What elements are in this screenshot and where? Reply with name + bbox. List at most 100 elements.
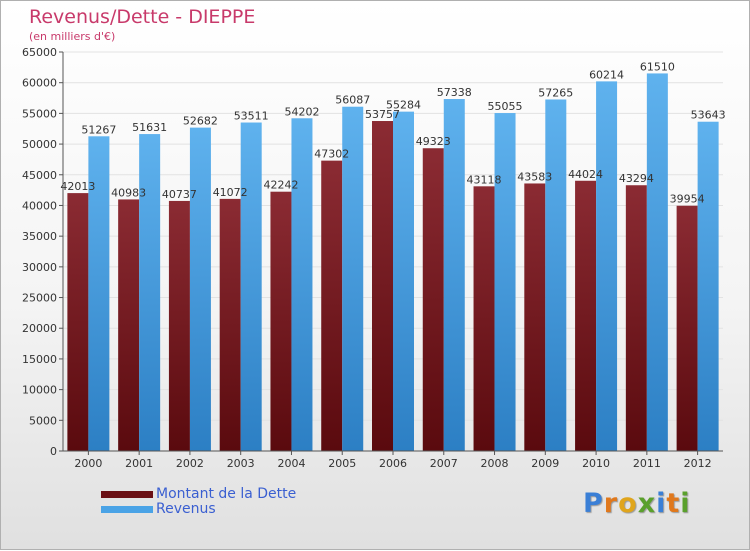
y-tick-label: 30000	[22, 261, 57, 274]
bar-debt	[575, 180, 597, 451]
bar-revenus	[697, 121, 719, 451]
x-tick-label: 2012	[684, 457, 712, 470]
bar-debt	[372, 121, 393, 452]
y-tick-label: 60000	[22, 77, 57, 90]
x-tick-label: 2004	[277, 457, 305, 470]
bar-revenus-label: 57265	[538, 86, 573, 99]
bar-revenus-label: 60214	[589, 68, 624, 81]
bar-revenus-label: 53511	[234, 110, 269, 123]
bar-debt-label: 44024	[568, 168, 603, 181]
bar-revenus-label: 54202	[284, 105, 319, 118]
bar-revenus-label: 55055	[488, 100, 523, 113]
bar-revenus-label: 52682	[183, 115, 218, 128]
bar-revenus-label: 51631	[132, 121, 167, 134]
y-tick-label: 5000	[29, 414, 57, 427]
bar-debt	[270, 191, 292, 452]
x-tick-label: 2002	[176, 457, 204, 470]
y-tick-label: 40000	[22, 199, 57, 212]
legend-swatch-debt	[101, 490, 153, 498]
bar-debt	[118, 199, 140, 451]
legend-item-debt: Montant de la Dette	[101, 486, 297, 502]
y-tick-label: 55000	[22, 107, 57, 120]
bar-revenus	[291, 118, 313, 451]
logo-letter: r	[603, 488, 619, 519]
bar-revenus	[443, 99, 465, 451]
axes	[62, 52, 723, 452]
legend-label-revenus: Revenus	[156, 501, 216, 517]
bar-revenus-label: 61510	[640, 60, 675, 73]
y-tick-label: 20000	[22, 322, 57, 335]
chart-subtitle: (en milliers d'€)	[29, 30, 116, 43]
logo-letter: i	[680, 488, 691, 519]
bar-debt	[473, 186, 495, 451]
bar-debt-label: 49323	[416, 135, 451, 148]
chart-title: Revenus/Dette - DIEPPE	[29, 6, 256, 28]
bar-revenus	[646, 73, 668, 452]
legend-item-revenus: Revenus	[101, 501, 216, 517]
bar-revenus-label: 56087	[335, 94, 370, 107]
bar-debt	[524, 183, 546, 451]
logo-letter: i	[656, 488, 667, 519]
bar-debt-label: 40737	[162, 188, 197, 201]
bar-debt-label: 47302	[314, 148, 349, 161]
x-tick-label: 2001	[125, 457, 153, 470]
bar-revenus	[189, 127, 211, 451]
bar-revenus	[596, 81, 618, 452]
bar-debt	[321, 160, 343, 451]
y-tick-label: 0	[50, 445, 57, 458]
bar-revenus	[494, 113, 516, 451]
legend-swatch-revenus	[101, 505, 153, 513]
y-tick-label: 45000	[22, 169, 57, 182]
bar-revenus-label: 53643	[691, 109, 726, 122]
bar-debt	[219, 198, 241, 451]
bar-debt-label: 43583	[517, 170, 552, 183]
logo-letter: o	[618, 488, 638, 519]
y-tick-label: 50000	[22, 138, 57, 151]
x-tick-label: 2009	[531, 457, 559, 470]
y-tick-label: 10000	[22, 384, 57, 397]
bar-revenus-label: 57338	[437, 86, 472, 99]
bar-revenus	[139, 134, 161, 451]
x-tick-label: 2005	[328, 457, 356, 470]
bar-debt-label: 43118	[467, 173, 502, 186]
y-axis-ticks: 0 5000 10000 15000 20000 25000 30000 35000 40000…	[22, 46, 63, 458]
bar-debt	[168, 200, 190, 451]
bar-debt	[422, 148, 444, 451]
y-tick-label: 35000	[22, 230, 57, 243]
bar-debt-label: 42242	[263, 179, 298, 192]
x-tick-label: 2003	[227, 457, 255, 470]
x-axis-ticks: 2000 2001 2002 2003 2004 2005 2006 2007 2008 2009…	[74, 451, 712, 470]
x-tick-label: 2011	[633, 457, 661, 470]
x-tick-label: 2006	[379, 457, 407, 470]
bar-revenus	[393, 111, 414, 451]
bar-revenus	[88, 136, 110, 451]
logo-letter: P	[583, 488, 604, 519]
bar-revenus-label: 55284	[386, 99, 421, 112]
bar-debt-label: 53757	[365, 108, 400, 121]
legend-label-debt: Montant de la Dette	[156, 486, 297, 502]
proxiti-logo: Proxiti	[583, 488, 691, 519]
bar-debt-label: 40983	[111, 186, 146, 199]
bar-debt	[67, 193, 89, 452]
bars	[67, 73, 719, 452]
data-labels: 42013 51267 40983 51631 40737 52682 41072 53511…	[60, 60, 725, 205]
x-tick-label: 2000	[74, 457, 102, 470]
bar-debt-label: 42013	[60, 180, 95, 193]
bar-revenus	[342, 106, 364, 452]
x-tick-label: 2008	[481, 457, 509, 470]
x-tick-label: 2010	[582, 457, 610, 470]
bar-debt-label: 41072	[213, 186, 248, 199]
logo-letter: t	[666, 488, 681, 519]
logo-letter: x	[637, 488, 657, 519]
x-tick-label: 2007	[430, 457, 458, 470]
bar-debt-label: 39954	[670, 193, 705, 206]
bar-revenus-label: 51267	[81, 123, 116, 136]
y-tick-label: 65000	[22, 46, 57, 59]
bar-revenus	[240, 122, 262, 452]
bar-debt	[676, 205, 698, 451]
y-tick-label: 15000	[22, 353, 57, 366]
bar-revenus	[545, 99, 567, 451]
bar-debt-label: 43294	[619, 172, 654, 185]
